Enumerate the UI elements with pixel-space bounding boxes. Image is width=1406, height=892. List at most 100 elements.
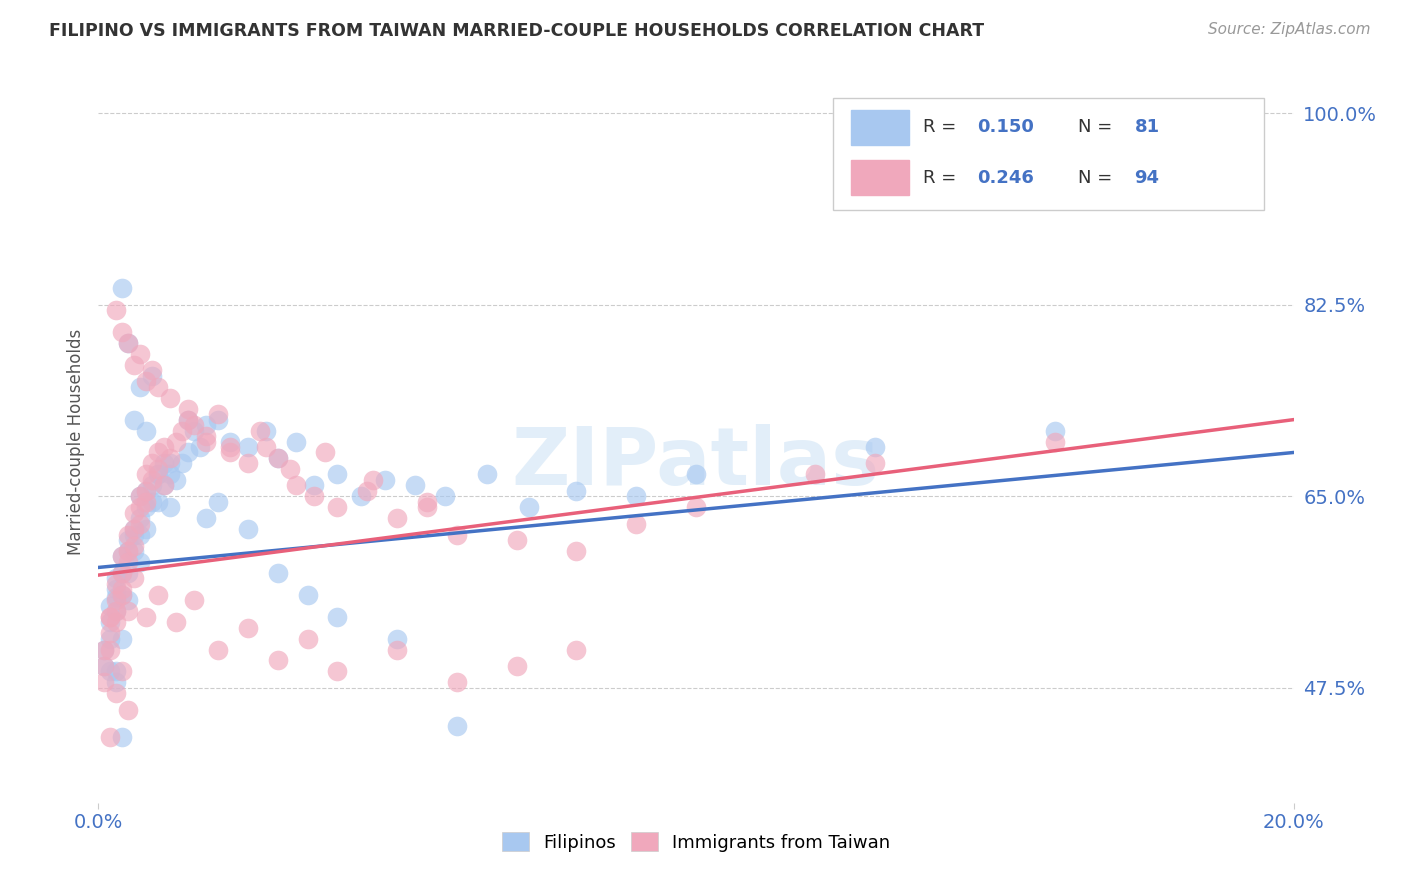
Point: [117, 527, 139, 541]
Point: [506, 659, 529, 673]
Point: [254, 424, 277, 438]
Point: [141, 494, 163, 508]
Point: [117, 566, 139, 580]
Text: 0.246: 0.246: [977, 169, 1033, 186]
Point: [416, 500, 439, 515]
Point: [141, 363, 163, 377]
Point: [159, 457, 181, 471]
Point: [207, 407, 229, 421]
Point: [153, 457, 176, 471]
Point: [416, 494, 439, 508]
Point: [111, 549, 134, 564]
Text: N =: N =: [1078, 169, 1118, 186]
Point: [249, 424, 271, 438]
Point: [135, 522, 157, 536]
Point: [117, 533, 139, 547]
Point: [129, 380, 152, 394]
Point: [105, 303, 128, 318]
Point: [565, 642, 588, 657]
Point: [207, 412, 229, 426]
Point: [278, 462, 301, 476]
Point: [111, 566, 134, 580]
Point: [105, 577, 128, 591]
Point: [363, 473, 385, 487]
Point: [183, 424, 205, 438]
Point: [183, 418, 205, 433]
Point: [111, 588, 134, 602]
Point: [302, 489, 325, 503]
Point: [98, 599, 122, 613]
Point: [159, 467, 181, 482]
Text: 94: 94: [1135, 169, 1160, 186]
Point: [177, 412, 200, 426]
Point: [267, 450, 290, 465]
Point: [124, 358, 146, 372]
Point: [93, 642, 115, 657]
Point: [98, 615, 122, 629]
Point: [565, 544, 588, 558]
Point: [129, 511, 152, 525]
Point: [111, 632, 134, 646]
Point: [93, 675, 115, 690]
Point: [236, 457, 259, 471]
Point: [135, 500, 157, 515]
Point: [446, 719, 468, 733]
Point: [93, 642, 115, 657]
Point: [98, 609, 122, 624]
Point: [117, 544, 139, 558]
Point: [105, 604, 128, 618]
Text: N =: N =: [1078, 119, 1118, 136]
Text: R =: R =: [922, 119, 962, 136]
Point: [141, 368, 163, 383]
Point: [141, 457, 163, 471]
Point: [135, 483, 157, 498]
Point: [111, 549, 134, 564]
Point: [135, 374, 157, 388]
Point: [385, 642, 409, 657]
Text: 0.150: 0.150: [977, 119, 1033, 136]
Point: [148, 445, 170, 459]
Text: ZIPatlas: ZIPatlas: [512, 425, 880, 502]
Point: [1043, 434, 1066, 449]
Point: [153, 440, 176, 454]
Point: [135, 424, 157, 438]
Point: [117, 703, 139, 717]
Point: [207, 494, 229, 508]
Point: [153, 478, 176, 492]
Point: [326, 665, 349, 679]
Point: [111, 566, 134, 580]
Point: [148, 380, 170, 394]
Point: [865, 440, 887, 454]
Point: [124, 522, 146, 536]
FancyBboxPatch shape: [834, 98, 1264, 211]
Point: [195, 429, 218, 443]
Point: [111, 665, 134, 679]
Point: [434, 489, 457, 503]
Point: [236, 440, 259, 454]
Point: [284, 478, 307, 492]
Point: [374, 473, 396, 487]
Point: [105, 593, 128, 607]
Point: [446, 527, 468, 541]
Point: [135, 467, 157, 482]
Point: [135, 483, 157, 498]
Y-axis label: Married-couple Households: Married-couple Households: [66, 328, 84, 555]
Point: [129, 347, 152, 361]
Point: [404, 478, 426, 492]
Point: [165, 615, 187, 629]
Point: [517, 500, 540, 515]
Point: [267, 653, 290, 667]
Point: [124, 539, 146, 553]
Point: [98, 642, 122, 657]
Point: [195, 418, 218, 433]
Point: [350, 489, 373, 503]
Point: [117, 555, 139, 569]
Point: [685, 467, 707, 482]
Text: 81: 81: [1135, 119, 1160, 136]
Point: [135, 494, 157, 508]
Point: [148, 494, 170, 508]
Point: [195, 511, 218, 525]
Point: [105, 675, 128, 690]
Point: [98, 632, 122, 646]
Point: [148, 462, 170, 476]
